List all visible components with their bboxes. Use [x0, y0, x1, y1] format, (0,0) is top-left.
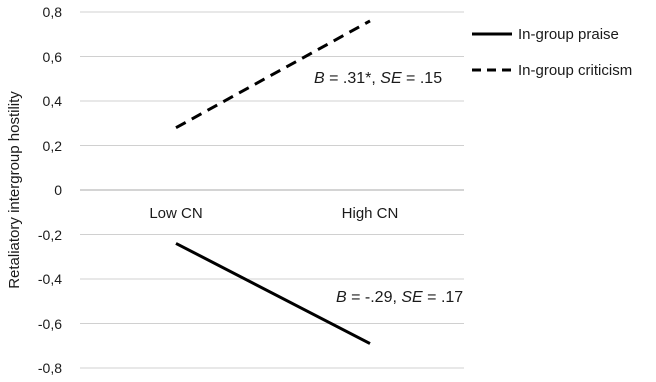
y-tick-label: -0,2 [38, 227, 62, 243]
y-tick-label: -0,4 [38, 271, 62, 287]
praise-slope-annotation: B = -.29, SE = .17 [336, 289, 463, 306]
y-tick-label: -0,6 [38, 316, 62, 332]
x-category-label: High CN [342, 205, 399, 222]
y-tick-label: 0,4 [43, 93, 63, 109]
legend-label-praise: In-group praise [518, 26, 619, 43]
y-tick-label: -0,8 [38, 360, 62, 376]
series-line-in-group-criticism [175, 19, 371, 130]
y-tick-label: 0,6 [43, 49, 63, 65]
series-line-in-group-praise [175, 242, 371, 345]
gridlines [80, 11, 464, 369]
series-lines [175, 19, 371, 345]
y-tick-label: 0,2 [43, 138, 63, 154]
criticism-slope-annotation: B = .31*, SE = .15 [314, 70, 442, 87]
y-tick-label: 0,8 [43, 4, 63, 20]
y-tick-label: 0 [54, 182, 62, 198]
y-axis-title: Retaliatory intergroup hostility [6, 91, 23, 289]
x-category-label: Low CN [149, 205, 202, 222]
legend-label-criticism: In-group criticism [518, 62, 632, 79]
y-tick-labels: 0,8 0,6 0,4 0,2 0 -0,2 -0,4 -0,6 -0,8 [38, 4, 62, 376]
legend: In-group praise In-group criticism [472, 26, 632, 79]
